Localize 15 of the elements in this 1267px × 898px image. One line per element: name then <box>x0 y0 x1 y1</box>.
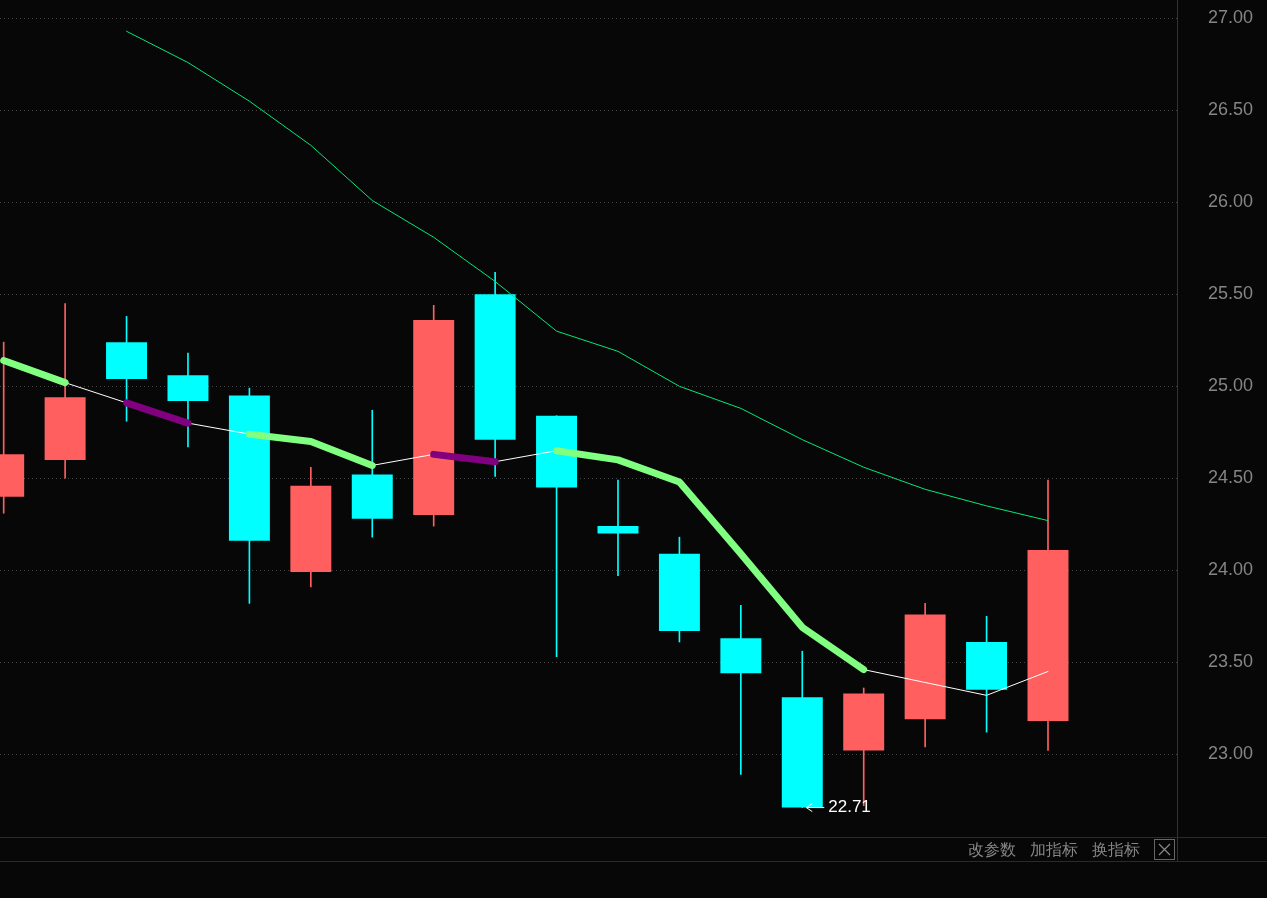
candlestick <box>597 479 639 577</box>
y-tick-label: 25.00 <box>1208 375 1254 396</box>
y-tick-label: 25.50 <box>1208 283 1254 304</box>
y-tick-label: 26.50 <box>1208 99 1254 120</box>
text: 加指标 <box>1030 839 1078 860</box>
y-tick-label: 27.00 <box>1208 7 1254 28</box>
annotation: 22.71 <box>828 797 871 817</box>
y-tick-label: 24.50 <box>1208 467 1254 488</box>
candlestick <box>720 604 762 775</box>
y-tick-label: 23.50 <box>1208 651 1254 672</box>
y-tick-label: 26.00 <box>1208 191 1254 212</box>
text: 改参数 <box>968 839 1016 860</box>
y-tick-label: 24.00 <box>1208 559 1254 580</box>
text: 换指标 <box>1092 839 1140 860</box>
y-tick-label: 23.00 <box>1208 743 1254 764</box>
